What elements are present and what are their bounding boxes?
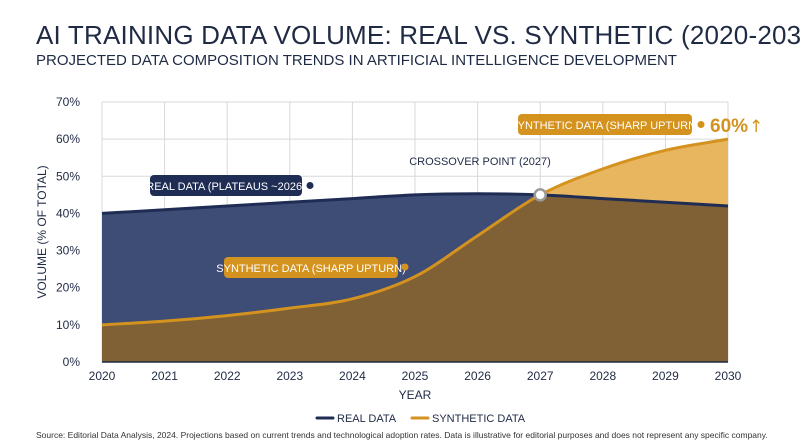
final-value-label: 60%	[710, 116, 748, 137]
synthetic-top-annotation-box	[518, 114, 692, 135]
source-note: Source: Editorial Data Analysis, 2024. P…	[36, 430, 768, 440]
synthetic-top-annotation: SYNTHETIC DATA (SHARP UPTURN) 60% ↑	[510, 114, 763, 137]
chart-title: AI TRAINING DATA VOLUME: REAL VS. SYNTHE…	[36, 20, 800, 50]
x-tick-label: 2026	[464, 369, 491, 383]
real-annotation-text: REAL DATA (PLATEAUS ~2026)	[146, 181, 305, 193]
series-lines	[101, 137, 729, 327]
x-tick-label: 2025	[402, 369, 429, 383]
real-data-annotation: REAL DATA (PLATEAUS ~2026)	[146, 175, 314, 196]
y-tick-label: 10%	[56, 318, 80, 332]
final-value-arrow: ↑	[749, 117, 763, 137]
synthetic-data-area-upper	[102, 139, 728, 214]
y-tick-label: 70%	[56, 95, 80, 109]
x-tick-label: 2020	[89, 369, 116, 383]
crossover-label: CROSSOVER POINT (2027)	[409, 156, 551, 168]
chart-subtitle: PROJECTED DATA COMPOSITION TRENDS IN ART…	[36, 52, 677, 69]
synthetic-data-line	[101, 137, 729, 327]
legend: REAL DATA SYNTHETIC DATA	[315, 413, 526, 425]
x-tick-label: 2022	[214, 369, 241, 383]
legend-real-label: REAL DATA	[337, 413, 397, 425]
x-tick-label: 2021	[151, 369, 178, 383]
x-axis-label: YEAR	[399, 388, 432, 402]
y-tick-label: 20%	[56, 281, 80, 295]
y-tick-label: 30%	[56, 244, 80, 258]
y-tick-label: 50%	[56, 169, 80, 183]
x-tick-label: 2030	[715, 369, 742, 383]
x-tick-label: 2023	[276, 369, 303, 383]
synthetic-mid-annotation: SYNTHETIC DATA (SHARP UPTURN)	[216, 257, 409, 278]
real-annotation-box	[150, 175, 302, 196]
synthetic-mid-annotation-text: SYNTHETIC DATA (SHARP UPTURN)	[216, 263, 405, 275]
tick-labels: 0% 10% 20% 30% 40% 50% 60% 70% 2020 2021 2022 2023 2…	[56, 95, 742, 383]
legend-synthetic-label: SYNTHETIC DATA	[432, 413, 526, 425]
y-tick-label: 0%	[63, 355, 81, 369]
crossover-annotation: CROSSOVER POINT (2027)	[409, 156, 551, 202]
synthetic-top-annotation-dot	[697, 121, 705, 128]
real-data-line	[101, 192, 729, 215]
x-tick-label: 2029	[652, 369, 679, 383]
synthetic-top-annotation-text: SYNTHETIC DATA (SHARP UPTURN)	[510, 120, 699, 132]
crossover-point-marker	[533, 188, 547, 202]
y-tick-label: 60%	[56, 132, 80, 146]
y-tick-label: 40%	[56, 206, 80, 220]
synthetic-mid-annotation-box	[224, 257, 398, 278]
y-axis-label: VOLUME (% OF TOTAL)	[35, 165, 49, 298]
x-tick-label: 2027	[527, 369, 554, 383]
real-annotation-dot	[306, 182, 314, 189]
synthetic-mid-annotation-dot	[401, 263, 409, 271]
x-tick-label: 2024	[339, 369, 366, 383]
x-tick-label: 2028	[589, 369, 616, 383]
